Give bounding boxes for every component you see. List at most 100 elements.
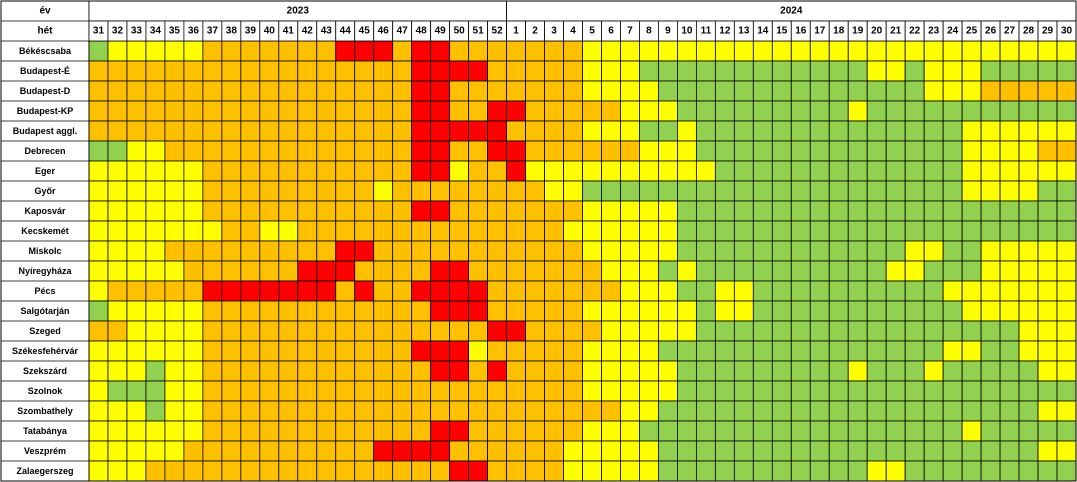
week-label: 11 xyxy=(701,26,712,37)
heatmap-cell xyxy=(639,80,659,102)
heatmap-cell xyxy=(278,140,299,162)
heatmap-cell xyxy=(392,380,413,402)
heatmap-cell xyxy=(506,140,526,162)
heatmap-cell xyxy=(183,60,204,82)
heatmap-cell xyxy=(449,40,470,62)
heatmap-cell xyxy=(942,460,963,482)
heatmap-cell xyxy=(544,260,564,282)
heatmap-cell xyxy=(107,60,128,82)
heatmap-cell xyxy=(202,60,223,82)
heatmap-cell xyxy=(961,440,982,462)
heatmap-cell xyxy=(714,60,735,82)
heatmap-cell xyxy=(506,460,526,482)
heatmap-cell xyxy=(411,100,432,122)
heatmap-cell xyxy=(297,180,318,202)
heatmap-cell xyxy=(695,240,716,262)
heatmap-cell xyxy=(354,380,375,402)
week-label: 1 xyxy=(513,26,519,37)
heatmap-cell xyxy=(88,460,109,482)
heatmap-cell xyxy=(980,440,1001,462)
heatmap-cell xyxy=(164,280,185,302)
heatmap-cell xyxy=(373,360,394,382)
heatmap-cell xyxy=(1056,200,1077,222)
heatmap-cell xyxy=(980,100,1001,122)
heatmap-cell xyxy=(544,440,564,462)
heatmap-cell xyxy=(904,260,925,282)
heatmap-cell xyxy=(563,80,583,102)
heatmap-cell xyxy=(961,400,982,422)
heatmap-cell xyxy=(942,440,963,462)
week-label: 25 xyxy=(966,26,978,37)
heatmap-cell xyxy=(828,280,849,302)
heatmap-cell xyxy=(942,400,963,422)
heatmap-cell xyxy=(430,360,451,382)
heatmap-cell xyxy=(145,420,166,442)
heatmap-cell xyxy=(145,180,166,202)
heatmap-cell xyxy=(563,400,583,422)
heatmap-cell xyxy=(240,140,261,162)
heatmap-cell xyxy=(278,360,299,382)
heatmap-cell xyxy=(601,80,621,102)
year-header-label: év xyxy=(39,6,51,17)
heatmap-cell xyxy=(601,380,621,402)
heatmap-cell xyxy=(980,160,1001,182)
heatmap-cell xyxy=(695,220,716,242)
heatmap-cell xyxy=(714,300,735,322)
heatmap-cell xyxy=(733,220,754,242)
heatmap-cell xyxy=(487,140,507,162)
heatmap-cell xyxy=(658,360,678,382)
heatmap-cell xyxy=(183,80,204,102)
heatmap-cell xyxy=(278,280,299,302)
heatmap-cell xyxy=(373,120,394,142)
heatmap-cell xyxy=(411,400,432,422)
heatmap-cell xyxy=(354,100,375,122)
heatmap-cell xyxy=(847,280,868,302)
heatmap-cell xyxy=(885,240,906,262)
heatmap-cell xyxy=(297,100,318,122)
heatmap-cell xyxy=(790,440,811,462)
heatmap-cell xyxy=(1056,400,1077,422)
heatmap-cell xyxy=(658,120,678,142)
heatmap-cell xyxy=(866,280,887,302)
week-label: 17 xyxy=(814,26,826,37)
heatmap-cell xyxy=(354,180,375,202)
heatmap-cell xyxy=(866,420,887,442)
heatmap-cell xyxy=(544,400,564,422)
heatmap-cell xyxy=(733,340,754,362)
heatmap-cell xyxy=(373,260,394,282)
heatmap-cell xyxy=(240,440,261,462)
heatmap-cell xyxy=(714,220,735,242)
heatmap-cell xyxy=(240,460,261,482)
heatmap-cell xyxy=(658,440,678,462)
heatmap-cell xyxy=(695,460,716,482)
heatmap-cell xyxy=(183,360,204,382)
heatmap-cell xyxy=(126,80,147,102)
heatmap-cell xyxy=(468,420,488,442)
heatmap-cell xyxy=(107,460,128,482)
heatmap-cell xyxy=(107,420,128,442)
heatmap-cell xyxy=(278,440,299,462)
heatmap-cell xyxy=(506,440,526,462)
heatmap-cell xyxy=(145,360,166,382)
heatmap-cell xyxy=(809,240,830,262)
heatmap-cell xyxy=(107,80,128,102)
week-label: 46 xyxy=(378,26,390,37)
heatmap-cell xyxy=(942,80,963,102)
heatmap-cell xyxy=(525,200,545,222)
heatmap-cell xyxy=(259,340,280,362)
heatmap-cell xyxy=(923,460,944,482)
heatmap-cell xyxy=(809,100,830,122)
heatmap-cell xyxy=(183,400,204,422)
heatmap-cell xyxy=(126,200,147,222)
heatmap-cell xyxy=(468,300,488,322)
heatmap-cell xyxy=(525,360,545,382)
heatmap-cell xyxy=(828,360,849,382)
year-label: 2024 xyxy=(780,6,803,17)
heatmap-cell xyxy=(752,80,773,102)
heatmap-cell xyxy=(240,180,261,202)
heatmap-cell xyxy=(1037,180,1058,202)
heatmap-cell xyxy=(430,460,451,482)
heatmap-cell xyxy=(563,360,583,382)
heatmap-cell xyxy=(297,80,318,102)
heatmap-cell xyxy=(1037,220,1058,242)
